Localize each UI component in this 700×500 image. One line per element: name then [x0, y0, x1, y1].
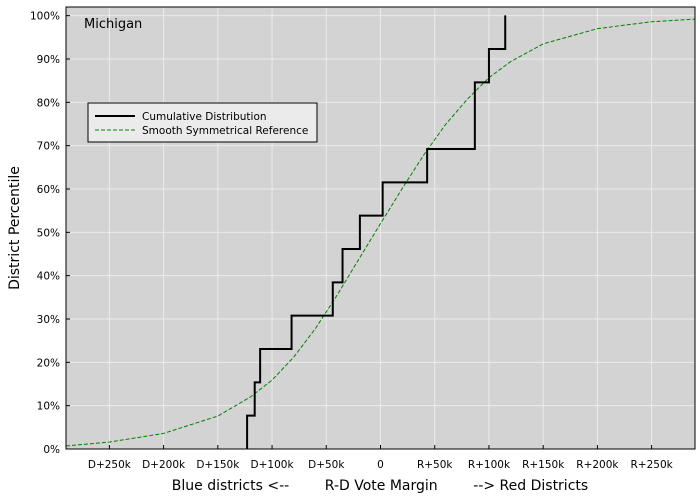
panel-title: Michigan [84, 17, 142, 32]
cdf-step-point [259, 348, 261, 350]
grid-lines [66, 7, 695, 450]
cdf-step-point [359, 215, 361, 217]
legend-label-cumulative: Cumulative Distribution [142, 111, 267, 123]
x-tick-label: R+150k [522, 459, 565, 471]
x-tick-label: R+100k [468, 459, 511, 471]
y-tick-label: 40% [37, 271, 60, 283]
cdf-step-point [382, 181, 384, 183]
x-axis-label: Blue districts <-- R-D Vote Margin --> R… [172, 478, 588, 494]
cdf-step-point [254, 381, 256, 383]
x-tick-label: D+250k [88, 459, 132, 471]
y-tick-label: 0% [43, 444, 60, 456]
legend-box [87, 102, 318, 143]
cdf-step-point [426, 148, 428, 150]
cdf-step-point [474, 81, 476, 83]
cdf-step-point [504, 15, 506, 17]
y-axis-label: District Percentile [7, 166, 23, 290]
y-tick-label: 70% [37, 141, 60, 153]
reference-curve [65, 18, 696, 447]
y-axis-ticks: 0% 10% 20% 30% 40% 50% 60% 70% 80% 90% 100% [30, 11, 70, 456]
x-axis-ticks: D+250k D+200k D+150k D+100k D+50k 0 R+50k R+100… [88, 445, 674, 471]
y-tick-label: 20% [37, 357, 60, 369]
y-tick-label: 60% [37, 184, 60, 196]
y-tick-label: 50% [37, 227, 60, 239]
cdf-step-point [332, 281, 334, 283]
y-tick-label: 90% [37, 54, 60, 66]
x-tick-label: 0 [377, 459, 384, 471]
x-tick-label: D+150k [196, 459, 240, 471]
cdf-step-point [341, 248, 344, 250]
cdf-step-point [488, 48, 490, 50]
x-tick-label: D+50k [308, 459, 345, 471]
y-tick-label: 10% [37, 401, 60, 413]
x-tick-label: R+50k [417, 459, 453, 471]
reference-series [65, 18, 696, 447]
y-tick-label: 30% [37, 314, 60, 326]
x-tick-label: R+250k [631, 459, 674, 471]
cdf-step-point [246, 415, 248, 417]
cumulative-series [246, 15, 507, 449]
x-tick-label: D+200k [142, 459, 186, 471]
cumulative-distribution-line [246, 15, 507, 449]
legend-label-reference: Smooth Symmetrical Reference [142, 125, 308, 137]
x-tick-label: R+200k [576, 459, 619, 471]
y-tick-label: 80% [37, 97, 60, 109]
cdf-step-point [290, 315, 293, 317]
x-tick-label: D+100k [251, 459, 295, 471]
y-tick-label: 100% [30, 11, 60, 23]
legend: Cumulative Distribution Smooth Symmetric… [87, 102, 318, 143]
